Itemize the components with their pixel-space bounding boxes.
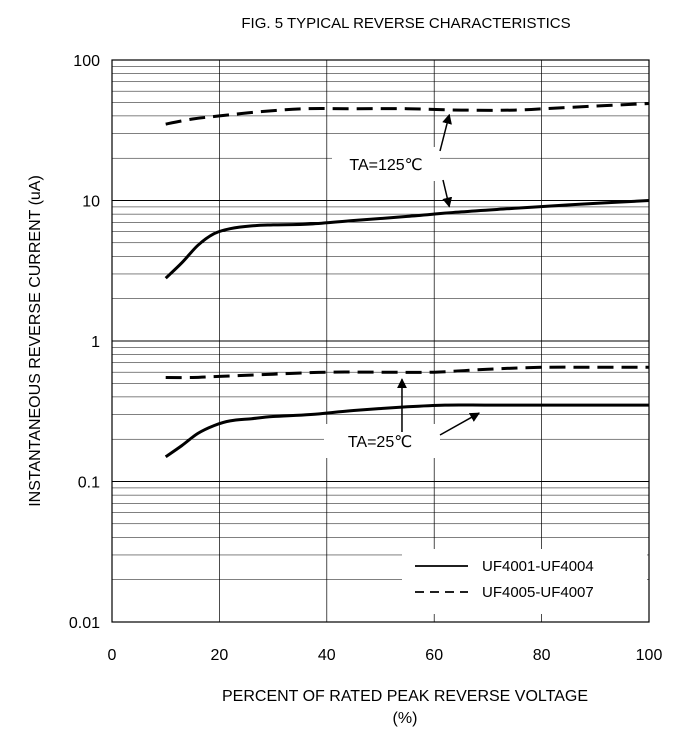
y-tick-label: 1	[91, 334, 100, 351]
annotation-25-background	[324, 424, 440, 458]
annotation-ta-25: TA=25℃	[348, 434, 412, 451]
legend-box	[402, 549, 647, 614]
annotation-125-background	[332, 147, 440, 181]
arrow-125-to-solid	[442, 179, 453, 208]
series-line-3	[164, 403, 649, 459]
series-line-2	[165, 102, 650, 126]
legend-label-uf4001-uf4004: UF4001-UF4004	[482, 558, 594, 575]
x-axis-label: PERCENT OF RATED PEAK REVERSE VOLTAGE	[222, 688, 588, 705]
x-tick-label: 60	[425, 647, 443, 664]
y-axis-label: INSTANTANEOUS REVERSE CURRENT (uA)	[27, 175, 44, 507]
x-axis-unit: (%)	[393, 710, 418, 727]
x-tick-labels: 0 20 40 60 80 100	[108, 647, 663, 664]
y-tick-label: 10	[82, 194, 100, 211]
x-tick-label: 40	[318, 647, 336, 664]
x-tick-label: 80	[533, 647, 551, 664]
series-line-4	[165, 365, 649, 380]
x-tick-label: 20	[211, 647, 229, 664]
x-tick-label: 100	[636, 647, 663, 664]
y-tick-label: 0.1	[78, 475, 100, 492]
series-lines	[164, 102, 650, 459]
y-tick-labels: 100 10 1 0.1 0.01	[69, 53, 100, 632]
plot-frame	[111, 59, 650, 623]
arrow-125-to-dashed	[439, 113, 452, 152]
annotation-ta-125: TA=125℃	[349, 157, 422, 174]
chart-title: FIG. 5 TYPICAL REVERSE CHARACTERISTICS	[241, 15, 570, 32]
y-tick-label: 0.01	[69, 615, 100, 632]
legend-label-uf4005-uf4007: UF4005-UF4007	[482, 584, 594, 601]
arrow-25-to-solid	[439, 412, 481, 436]
x-tick-label: 0	[108, 647, 117, 664]
series-line-1	[164, 199, 650, 280]
y-tick-label: 100	[73, 53, 100, 70]
